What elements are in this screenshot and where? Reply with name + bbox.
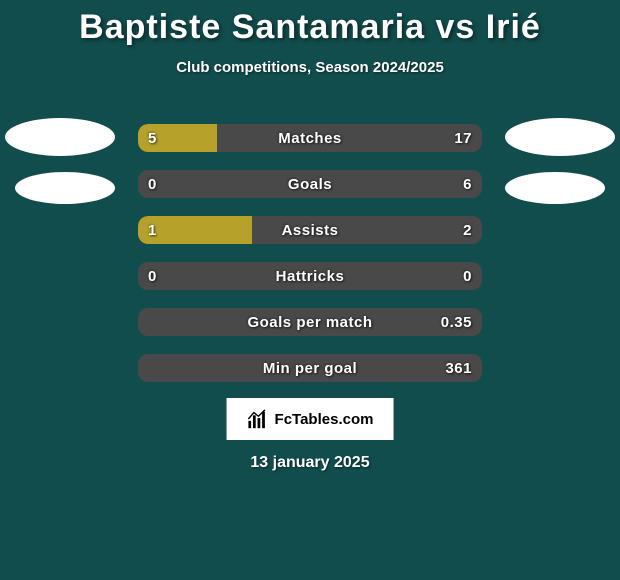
player2-national-badge: [505, 172, 605, 204]
stat-value-right: 17: [454, 124, 472, 152]
player1-club-badge: [5, 118, 115, 156]
barchart-icon: [247, 408, 269, 430]
player1-national-badge: [15, 172, 115, 204]
source-text: FcTables.com: [275, 411, 374, 428]
stat-value-left: 5: [148, 124, 157, 152]
stat-value-left: 0: [148, 262, 157, 290]
stat-value-right: 2: [463, 216, 472, 244]
stat-value-left: 1: [148, 216, 157, 244]
player2-name: Irié: [486, 8, 541, 46]
comparison-title: Baptiste Santamaria vs Irié: [0, 0, 620, 47]
stat-bars-container: Matches517Goals06Assists12Hattricks00Goa…: [138, 124, 482, 400]
subtitle: Club competitions, Season 2024/2025: [0, 59, 620, 76]
stat-row: Hattricks0 0: [138, 262, 482, 290]
stat-label: Goals: [138, 170, 482, 198]
stat-row: Min per goal361: [138, 354, 482, 382]
stat-label: Min per goal: [138, 354, 482, 382]
stat-row: Goals per match0.35: [138, 308, 482, 336]
stat-value-right: 361: [445, 354, 472, 382]
stat-value-left: 0: [148, 170, 157, 198]
player1-name: Baptiste Santamaria: [79, 8, 425, 46]
stat-row: Matches517: [138, 124, 482, 152]
stat-row: Goals0 6: [138, 170, 482, 198]
stat-row: Assists12: [138, 216, 482, 244]
stat-label: Hattricks: [138, 262, 482, 290]
stat-value-right: 0.35: [441, 308, 472, 336]
stat-value-right: 6: [463, 170, 472, 198]
vs-text: vs: [436, 8, 476, 46]
player2-club-badge: [505, 118, 615, 156]
snapshot-date: 13 january 2025: [0, 454, 620, 472]
stat-value-right: 0: [463, 262, 472, 290]
stat-label: Goals per match: [138, 308, 482, 336]
source-footer: FcTables.com: [227, 398, 394, 440]
